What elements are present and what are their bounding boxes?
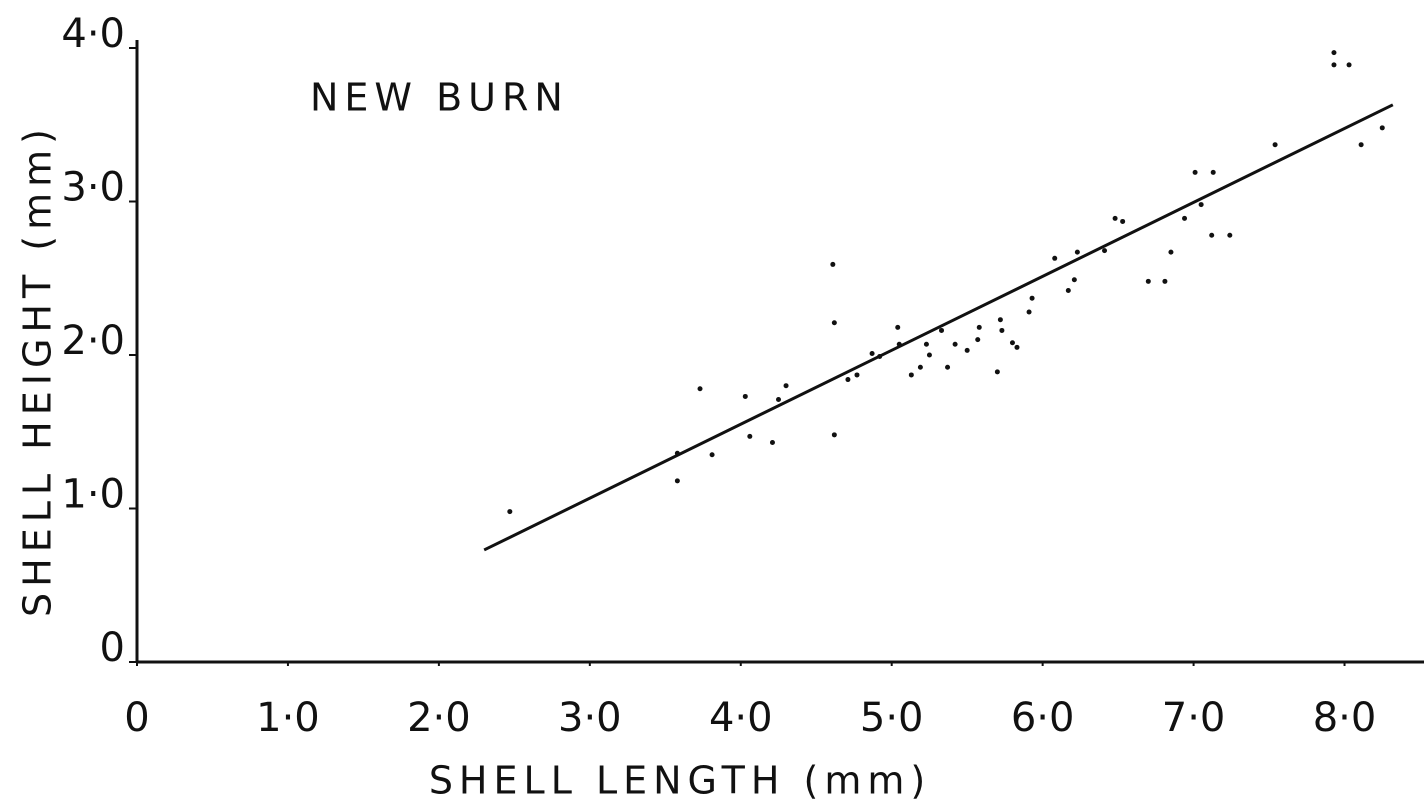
- y-tick-label: 3·0: [61, 165, 125, 211]
- data-point: [1227, 232, 1233, 238]
- data-point: [783, 383, 789, 389]
- x-axis-label: SHELL LENGTH (mm): [429, 759, 931, 803]
- data-point: [1029, 295, 1035, 301]
- data-point: [997, 317, 1003, 323]
- data-point: [1120, 218, 1126, 224]
- data-point: [845, 377, 851, 383]
- x-tick-label: 1·0: [256, 695, 320, 741]
- x-tick-label: 7·0: [1162, 695, 1226, 741]
- data-point: [1182, 215, 1188, 221]
- data-point: [769, 439, 775, 445]
- data-point: [994, 369, 1000, 375]
- data-point: [830, 261, 836, 267]
- data-point: [1358, 142, 1364, 148]
- fit-line: [483, 103, 1394, 552]
- data-point: [1071, 277, 1077, 283]
- y-tick-label: 4·0: [61, 11, 125, 57]
- data-point: [1198, 202, 1204, 208]
- data-point: [975, 337, 981, 343]
- x-tick-label: 3·0: [558, 695, 622, 741]
- data-point: [1074, 249, 1080, 255]
- y-tick-label: 1·0: [61, 472, 125, 518]
- data-point: [923, 341, 929, 347]
- data-point: [1346, 62, 1352, 68]
- data-point: [1026, 309, 1032, 315]
- data-point: [1145, 278, 1151, 284]
- x-tick-label: 2·0: [407, 695, 471, 741]
- data-point: [1065, 288, 1071, 294]
- data-point: [999, 327, 1005, 333]
- x-tick-label: 8·0: [1313, 695, 1377, 741]
- data-point: [1162, 278, 1168, 284]
- x-tick-label: 4·0: [709, 695, 773, 741]
- data-point: [869, 350, 875, 356]
- data-point: [1192, 169, 1198, 175]
- y-tick-label: 2·0: [61, 318, 125, 364]
- data-point: [1210, 169, 1216, 175]
- chart-title: NEW BURN: [310, 76, 569, 120]
- data-point: [1014, 344, 1020, 350]
- data-point: [976, 324, 982, 330]
- data-point: [831, 320, 837, 326]
- data-point: [697, 386, 703, 392]
- x-tick-label: 5·0: [860, 695, 924, 741]
- data-point: [507, 509, 513, 515]
- data-point: [854, 372, 860, 378]
- data-point: [945, 364, 951, 370]
- data-point: [917, 364, 923, 370]
- x-tick-label: 6·0: [1011, 695, 1075, 741]
- data-point: [1102, 248, 1108, 254]
- data-point: [776, 397, 781, 403]
- data-point: [1209, 232, 1215, 238]
- data-point: [1009, 340, 1015, 346]
- data-point: [747, 433, 753, 439]
- x-tick-label: 0: [124, 695, 149, 741]
- data-point: [877, 354, 883, 360]
- data-point: [895, 324, 901, 330]
- data-point: [1168, 249, 1174, 255]
- data-point: [896, 341, 902, 347]
- data-point: [1331, 62, 1337, 68]
- data-point: [1272, 142, 1278, 148]
- data-point: [1379, 125, 1385, 131]
- data-point: [709, 452, 715, 458]
- data-point: [1112, 215, 1118, 221]
- data-point: [1052, 255, 1058, 261]
- data-point: [831, 432, 837, 438]
- data-point: [742, 393, 748, 399]
- data-point: [674, 450, 680, 456]
- data-point: [1331, 50, 1337, 56]
- data-point: [939, 327, 945, 333]
- y-axis-label: SHELL HEIGHT (mm): [16, 123, 60, 617]
- data-point: [926, 352, 932, 358]
- data-point: [952, 341, 958, 347]
- data-point: [964, 347, 970, 353]
- data-point: [674, 478, 680, 484]
- y-tick-label: 0: [100, 625, 125, 671]
- data-point: [908, 372, 914, 378]
